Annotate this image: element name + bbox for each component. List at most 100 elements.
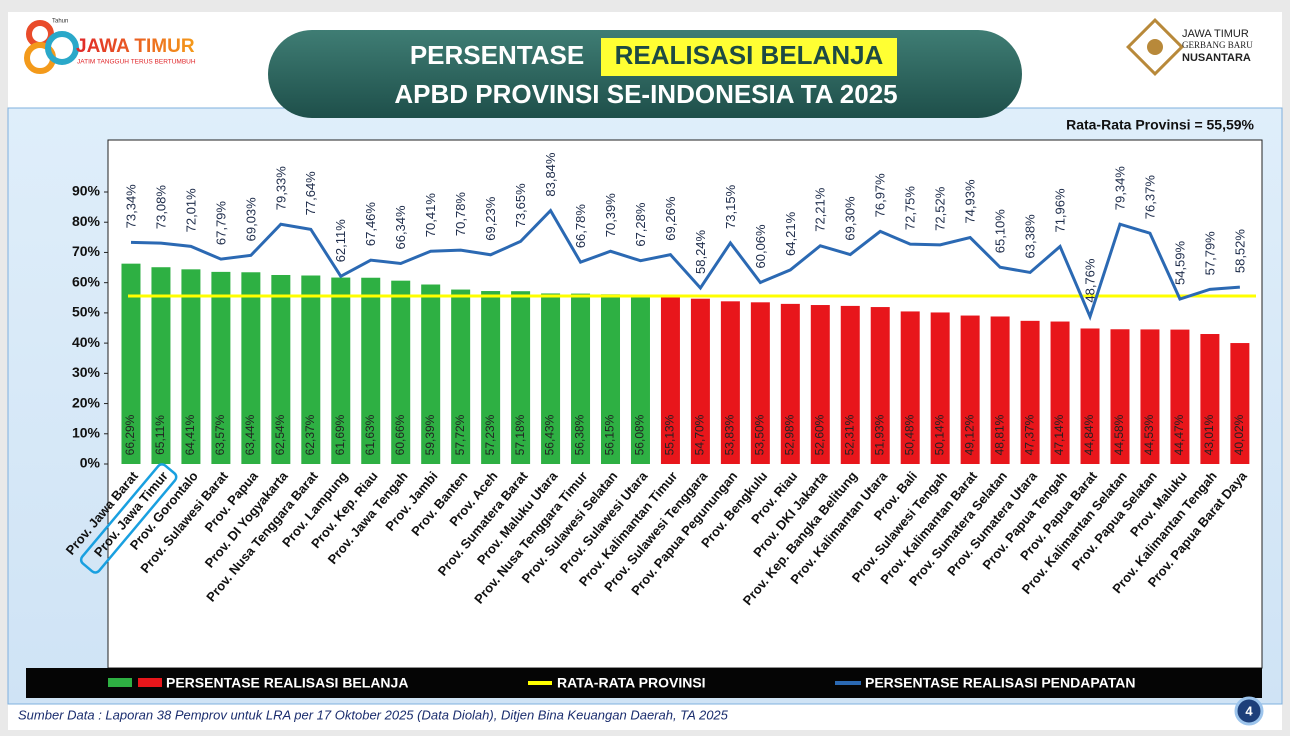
line-value-label: 70,41% — [423, 193, 438, 238]
bar — [870, 307, 890, 464]
legend-label: RATA-RATA PROVINSI — [557, 675, 706, 691]
bar — [391, 280, 411, 464]
bar — [840, 305, 860, 464]
line-value-label: 67,28% — [633, 202, 648, 247]
page-badge — [1234, 696, 1264, 726]
y-tick-label: 40% — [72, 334, 101, 350]
legend-bar — [26, 668, 1262, 698]
page-number: 4 — [1245, 703, 1253, 718]
logo-ornament — [1126, 18, 1184, 76]
bar-value-label: 62,54% — [273, 414, 287, 455]
bar-value-label: 50,14% — [932, 414, 946, 455]
logo-name: JAWA TIMUR — [76, 36, 195, 57]
line-value-label: 65,10% — [993, 209, 1008, 254]
bar-value-label: 55,13% — [663, 414, 677, 455]
line-value-label: 73,65% — [513, 183, 528, 228]
logo-line: NUSANTARA — [1182, 52, 1251, 64]
bar-value-label: 62,37% — [303, 414, 317, 455]
chart-title-highlight: REALISASI BELANJA — [615, 40, 884, 70]
line-value-label: 72,75% — [903, 186, 918, 231]
line-value-label: 63,38% — [1023, 214, 1038, 259]
line-value-label: 69,30% — [843, 196, 858, 241]
bar — [121, 263, 141, 464]
bar-value-label: 44,53% — [1142, 414, 1156, 455]
bar-value-label: 63,44% — [243, 414, 257, 455]
source-note: Sumber Data : Laporan 38 Pemprov untuk L… — [18, 707, 729, 722]
line-value-label: 60,06% — [753, 224, 768, 269]
bar-value-label: 44,84% — [1082, 414, 1096, 455]
line-value-label: 79,33% — [273, 166, 288, 211]
bar-value-label: 64,41% — [183, 414, 197, 455]
bar — [331, 277, 351, 464]
bar — [181, 269, 201, 464]
y-tick-label: 50% — [72, 304, 101, 320]
legend-label: PERSENTASE REALISASI BELANJA — [166, 675, 408, 691]
logo-ring — [45, 31, 79, 65]
legend-swatch — [138, 678, 162, 687]
chart-title: PERSENTASE — [410, 40, 584, 70]
bar — [361, 277, 381, 464]
bar-value-label: 57,23% — [483, 414, 497, 455]
bar — [541, 293, 561, 464]
line-value-label: 74,93% — [963, 179, 978, 224]
bar — [720, 301, 740, 464]
line-value-label: 83,84% — [543, 152, 558, 197]
line-value-label: 58,52% — [1232, 229, 1247, 274]
y-tick-label: 0% — [80, 455, 101, 471]
line-value-label: 54,59% — [1172, 240, 1187, 285]
plot: 0% 10% 20% 30% 40% 50% 60% 70% 80% 90% 66,29% 65,11… — [63, 152, 1256, 691]
line-value-label: 73,34% — [123, 184, 138, 229]
line-value-label: 57,79% — [1202, 231, 1217, 276]
bar — [241, 272, 261, 464]
line-value-label: 66,34% — [393, 205, 408, 250]
bar — [690, 298, 710, 464]
line-value-label: 76,37% — [1142, 175, 1157, 220]
bar-value-label: 44,47% — [1172, 414, 1186, 455]
bar — [1230, 343, 1250, 464]
bar — [1110, 329, 1130, 464]
bar — [750, 302, 770, 464]
revenue-line — [130, 208, 1240, 321]
bar — [271, 274, 291, 464]
bar-value-label: 61,69% — [333, 414, 347, 455]
bar-value-label: 56,43% — [543, 414, 557, 455]
logo-tagline: JATIM TANGGUH TERUS BERTUMBUH — [77, 59, 196, 66]
bar — [601, 294, 621, 464]
y-tick-label: 60% — [72, 273, 101, 289]
y-tick-label: 80% — [72, 213, 101, 229]
bar-value-label: 54,70% — [693, 414, 707, 455]
line-value-label: 69,23% — [483, 196, 498, 241]
bar-value-label: 51,93% — [872, 414, 886, 455]
bar — [571, 293, 591, 464]
line-value-label: 48,76% — [1082, 258, 1097, 303]
logo-right: JAWA TIMUR GERBANG BARU NUSANTARA — [1126, 18, 1253, 76]
bar — [481, 291, 501, 464]
bar-value-label: 65,11% — [153, 415, 167, 455]
logo-year-label: Tahun — [52, 19, 68, 25]
bar — [1080, 328, 1100, 464]
bar-value-label: 66,29% — [123, 414, 137, 455]
bar-value-label: 52,98% — [782, 414, 796, 455]
bar — [960, 315, 980, 464]
line-value-label: 71,96% — [1052, 188, 1067, 233]
y-tick-label: 70% — [72, 243, 101, 259]
line-value-label: 73,15% — [723, 184, 738, 229]
bar — [301, 275, 321, 464]
bar — [990, 316, 1010, 464]
bar-value-label: 57,72% — [453, 414, 467, 455]
line-value-label: 67,46% — [363, 202, 378, 247]
bar-value-label: 44,58% — [1112, 414, 1126, 455]
line-value-label: 76,97% — [873, 173, 888, 218]
logo-line: JAWA TIMUR — [1182, 28, 1249, 40]
line-value-label: 72,21% — [813, 187, 828, 232]
legend-swatch — [108, 678, 132, 687]
line-value-label: 72,01% — [183, 188, 198, 233]
title-highlight — [601, 38, 897, 76]
bar — [810, 305, 830, 464]
bar-value-label: 40,02% — [1232, 414, 1246, 455]
bar-value-label: 52,60% — [812, 414, 826, 455]
line-value-label: 73,08% — [153, 185, 168, 230]
bar — [780, 303, 800, 464]
bar-value-label: 43,01% — [1202, 414, 1216, 455]
bar-value-label: 53,50% — [753, 414, 767, 455]
